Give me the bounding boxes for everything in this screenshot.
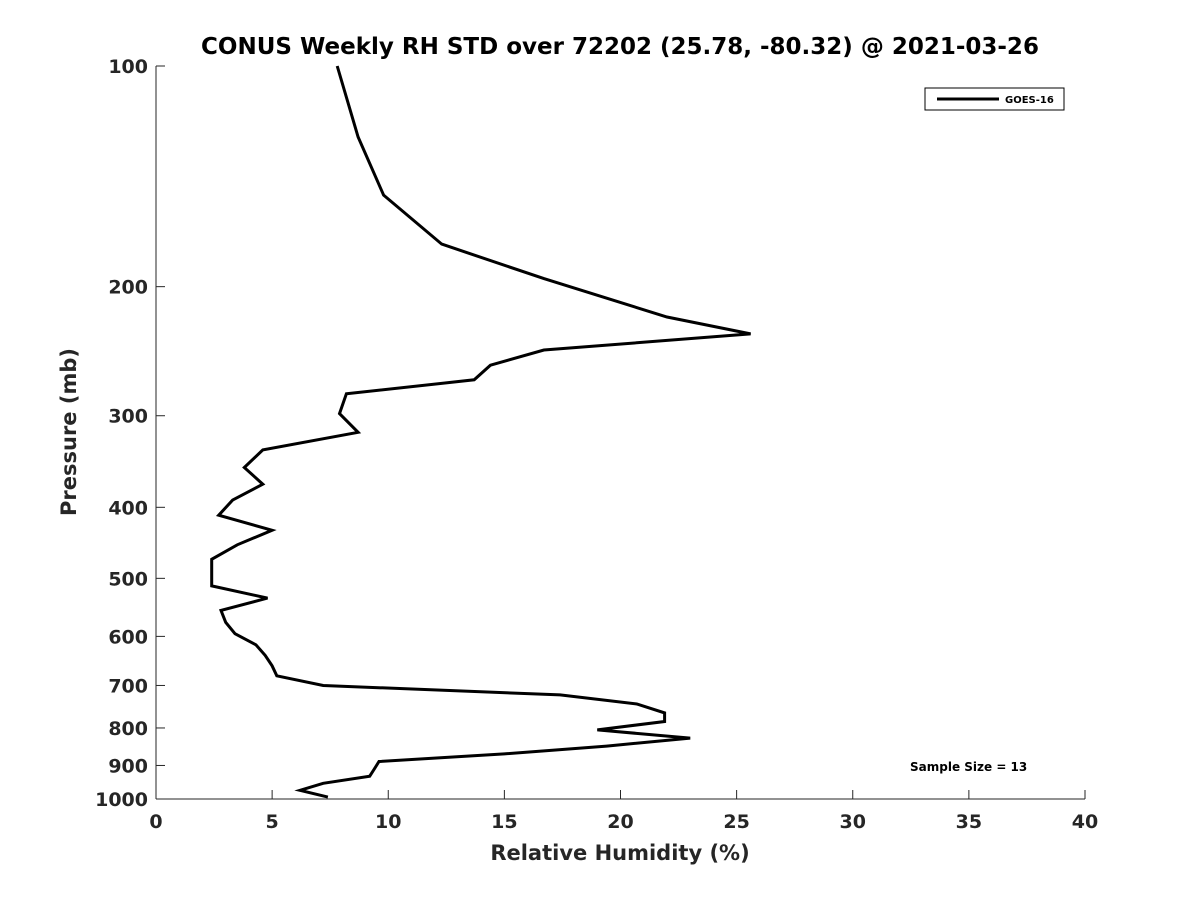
y-tick-label: 700: [108, 675, 148, 697]
x-axis-label: Relative Humidity (%): [490, 841, 749, 865]
x-tick-label: 25: [723, 811, 749, 833]
y-tick-label: 900: [108, 755, 148, 777]
x-tick-label: 5: [266, 811, 279, 833]
chart-title: CONUS Weekly RH STD over 72202 (25.78, -…: [201, 34, 1039, 60]
y-tick-label: 600: [108, 626, 148, 648]
y-tick-label: 400: [108, 497, 148, 519]
series-line-goes-16: [210, 65, 751, 799]
x-tick-label: 35: [956, 811, 982, 833]
axes: 0 5 10 15 20 25 30 35 40 100 200 300 400 500 600 700 800…: [95, 56, 1098, 833]
x-tick-label: 20: [607, 811, 633, 833]
x-tick-label: 10: [375, 811, 401, 833]
y-tick-label: 100: [108, 56, 148, 78]
y-tick-label: 500: [108, 568, 148, 590]
x-tick-label: 40: [1072, 811, 1098, 833]
sample-size-annotation: Sample Size = 13: [910, 760, 1027, 774]
legend-label-goes-16: GOES-16: [1005, 95, 1054, 106]
x-tick-label: 0: [149, 811, 162, 833]
y-tick-label: 300: [108, 406, 148, 428]
x-tick-label: 15: [491, 811, 517, 833]
y-tick-label: 200: [108, 277, 148, 299]
y-tick-label: 800: [108, 718, 148, 740]
legend: GOES-16: [924, 87, 1065, 111]
x-tick-label: 30: [840, 811, 866, 833]
plot-area: [210, 65, 751, 799]
y-axis-label: Pressure (mb): [57, 348, 81, 516]
y-tick-label: 1000: [95, 789, 148, 811]
